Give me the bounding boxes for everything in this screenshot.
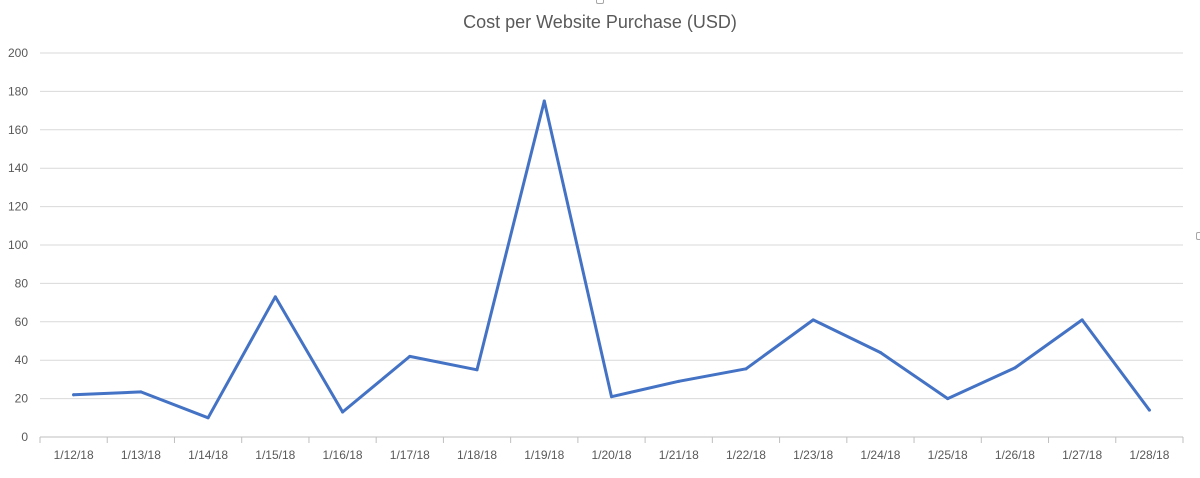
x-tick-label: 1/23/18 <box>793 448 833 462</box>
x-tick-label: 1/12/18 <box>54 448 94 462</box>
data-point <box>341 410 345 414</box>
data-point <box>542 99 546 103</box>
data-point <box>610 395 613 399</box>
x-tick-label: 1/15/18 <box>255 448 295 462</box>
data-point <box>1013 366 1017 370</box>
y-tick-label: 140 <box>8 161 28 175</box>
x-tick-label: 1/21/18 <box>659 448 699 462</box>
y-axis-ticks: 0 20 40 60 80 100 120 140 160 180 200 <box>8 46 28 444</box>
x-tick-label: 1/13/18 <box>121 448 161 462</box>
x-tick-label: 1/16/18 <box>323 448 363 462</box>
y-tick-label: 40 <box>15 353 29 367</box>
data-point <box>1147 408 1151 412</box>
x-tick-label: 1/24/18 <box>860 448 900 462</box>
x-tick-label: 1/22/18 <box>726 448 766 462</box>
series-group <box>72 99 1151 420</box>
gridlines <box>40 52 1183 400</box>
x-tick-label: 1/27/18 <box>1062 448 1102 462</box>
resize-handle-top[interactable] <box>596 0 604 4</box>
data-point <box>475 368 479 372</box>
x-tick-label: 1/19/18 <box>524 448 564 462</box>
x-tick-label: 1/17/18 <box>390 448 430 462</box>
x-tick-label: 1/28/18 <box>1129 448 1169 462</box>
x-tick-label: 1/26/18 <box>995 448 1035 462</box>
data-point <box>878 351 882 355</box>
x-tick-label: 1/14/18 <box>188 448 228 462</box>
data-point <box>273 295 277 299</box>
data-point <box>72 393 76 397</box>
data-point <box>408 354 412 358</box>
y-tick-label: 60 <box>15 315 29 329</box>
x-tick-label: 1/25/18 <box>928 448 968 462</box>
y-tick-label: 180 <box>8 84 28 98</box>
data-point <box>1080 318 1084 322</box>
data-point <box>677 379 681 383</box>
y-tick-label: 80 <box>15 276 29 290</box>
x-tick-label: 1/18/18 <box>457 448 497 462</box>
y-tick-label: 160 <box>8 123 28 137</box>
y-tick-label: 100 <box>8 238 28 252</box>
y-tick-label: 20 <box>15 392 29 406</box>
y-tick-label: 120 <box>8 200 28 214</box>
data-point <box>206 416 210 420</box>
data-point <box>811 318 815 322</box>
data-point <box>139 390 143 394</box>
y-tick-label: 200 <box>8 46 28 60</box>
data-point <box>744 367 748 371</box>
resize-handle-right[interactable] <box>1196 232 1200 240</box>
x-tick-label: 1/20/18 <box>591 448 631 462</box>
data-point <box>946 397 950 401</box>
y-tick-label: 0 <box>21 430 28 444</box>
chart-title: Cost per Website Purchase (USD) <box>463 12 737 32</box>
x-axis: 1/12/18 1/13/18 1/14/18 1/15/18 1/16/18 1/17/… <box>39 436 1184 462</box>
series-line <box>72 99 1151 420</box>
